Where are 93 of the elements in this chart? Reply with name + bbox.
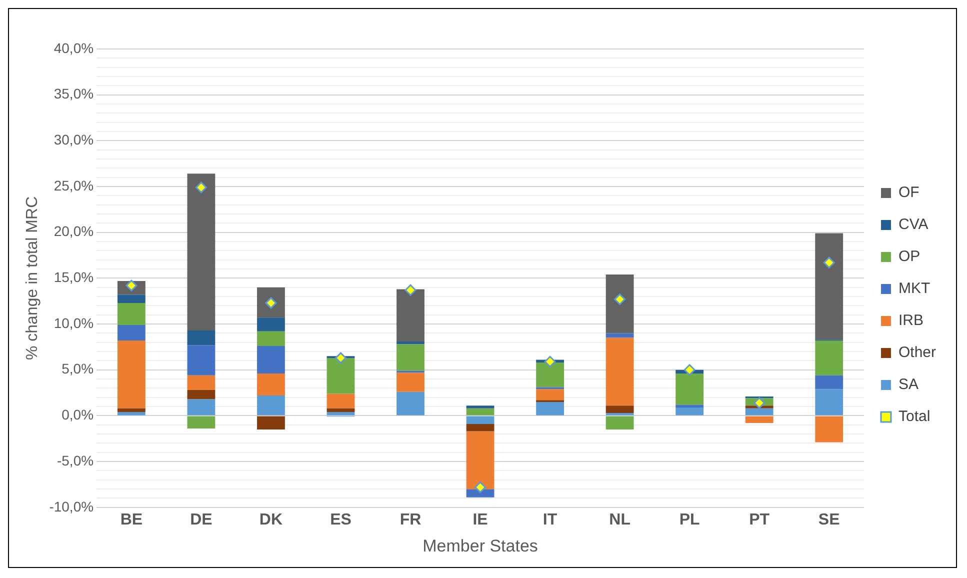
x-tick-label: IT — [542, 511, 558, 528]
y-tick-label: 25,0% — [54, 177, 94, 194]
y-tick-label: -10,0% — [49, 498, 94, 514]
bar — [187, 390, 216, 400]
bar — [466, 489, 494, 498]
bar — [815, 375, 844, 390]
legend-label: CVA — [898, 216, 928, 234]
x-tick-label: PT — [749, 511, 770, 528]
x-tick-label: NL — [609, 511, 631, 528]
bar — [466, 408, 494, 416]
point — [334, 352, 346, 364]
y-axis-title: % change in total MRC — [24, 196, 42, 360]
bar — [396, 341, 424, 344]
x-tick-label: SE — [818, 511, 840, 528]
bar — [466, 424, 494, 432]
legend-label: OP — [898, 248, 920, 266]
bar — [326, 408, 355, 412]
legend-label: MKT — [898, 280, 930, 298]
bar — [815, 389, 844, 416]
bar — [745, 416, 774, 424]
bar — [676, 374, 704, 405]
bar — [187, 345, 216, 376]
bar — [326, 358, 355, 394]
y-tick-label: 30,0% — [54, 132, 94, 148]
bar — [676, 407, 704, 416]
bar — [257, 396, 285, 416]
bar — [117, 408, 146, 412]
point — [823, 256, 835, 268]
bar — [187, 399, 216, 416]
bar — [257, 287, 285, 318]
bar — [117, 294, 146, 303]
bar — [396, 372, 424, 392]
y-tick-label: -5,0% — [56, 452, 94, 468]
bar — [536, 362, 564, 388]
point — [195, 182, 207, 194]
bar — [187, 416, 216, 429]
bar — [606, 406, 634, 413]
bar — [536, 389, 564, 400]
bar — [326, 412, 355, 416]
bar — [466, 406, 494, 408]
bar — [187, 174, 216, 330]
point — [614, 294, 626, 306]
y-tick-label: 15,0% — [54, 269, 94, 286]
y-tick-label: 10,0% — [54, 314, 94, 331]
point — [544, 356, 556, 368]
bar — [257, 346, 285, 374]
legend-label: OF — [898, 184, 920, 202]
bar — [396, 392, 424, 416]
bar — [396, 289, 424, 342]
bar — [257, 318, 285, 332]
x-tick-label: FR — [400, 511, 422, 528]
bar — [257, 416, 285, 430]
y-tick-label: 0,0% — [62, 406, 94, 423]
bar — [676, 404, 704, 408]
x-tick-label: DK — [259, 511, 283, 528]
bar — [396, 344, 424, 371]
y-tick-label: 5,0% — [62, 360, 94, 377]
x-axis-title: Member States — [422, 536, 538, 556]
bar — [815, 340, 844, 376]
x-tick-label: DE — [190, 511, 213, 528]
bar — [815, 416, 844, 442]
bar — [606, 416, 634, 430]
bar — [466, 416, 494, 424]
bar — [117, 340, 146, 408]
point — [754, 397, 766, 409]
point — [404, 284, 416, 296]
point — [474, 481, 486, 493]
bar — [187, 330, 216, 346]
bar — [117, 412, 146, 416]
bar — [815, 233, 844, 340]
y-tick-label: 40,0% — [54, 40, 94, 56]
bar — [117, 302, 146, 325]
legend-label: SA — [898, 376, 918, 394]
point — [684, 364, 696, 376]
x-tick-label: BE — [120, 511, 143, 528]
bar — [606, 338, 634, 406]
bar — [606, 333, 634, 338]
y-tick-label: 20,0% — [54, 223, 94, 240]
x-tick-label: ES — [330, 511, 352, 528]
y-tick-label: 35,0% — [54, 86, 94, 102]
bar — [606, 274, 634, 334]
bar — [466, 431, 494, 490]
bar — [187, 375, 216, 390]
x-tick-label: PL — [679, 511, 700, 528]
legend-label: Total — [898, 408, 930, 426]
x-tick-label: IE — [472, 511, 488, 528]
bar — [117, 324, 146, 341]
bar — [257, 331, 285, 346]
bar — [326, 394, 355, 408]
bar — [536, 402, 564, 416]
legend-label: IRB — [898, 312, 924, 330]
legend-label: Other — [898, 344, 936, 362]
bar — [257, 374, 285, 396]
